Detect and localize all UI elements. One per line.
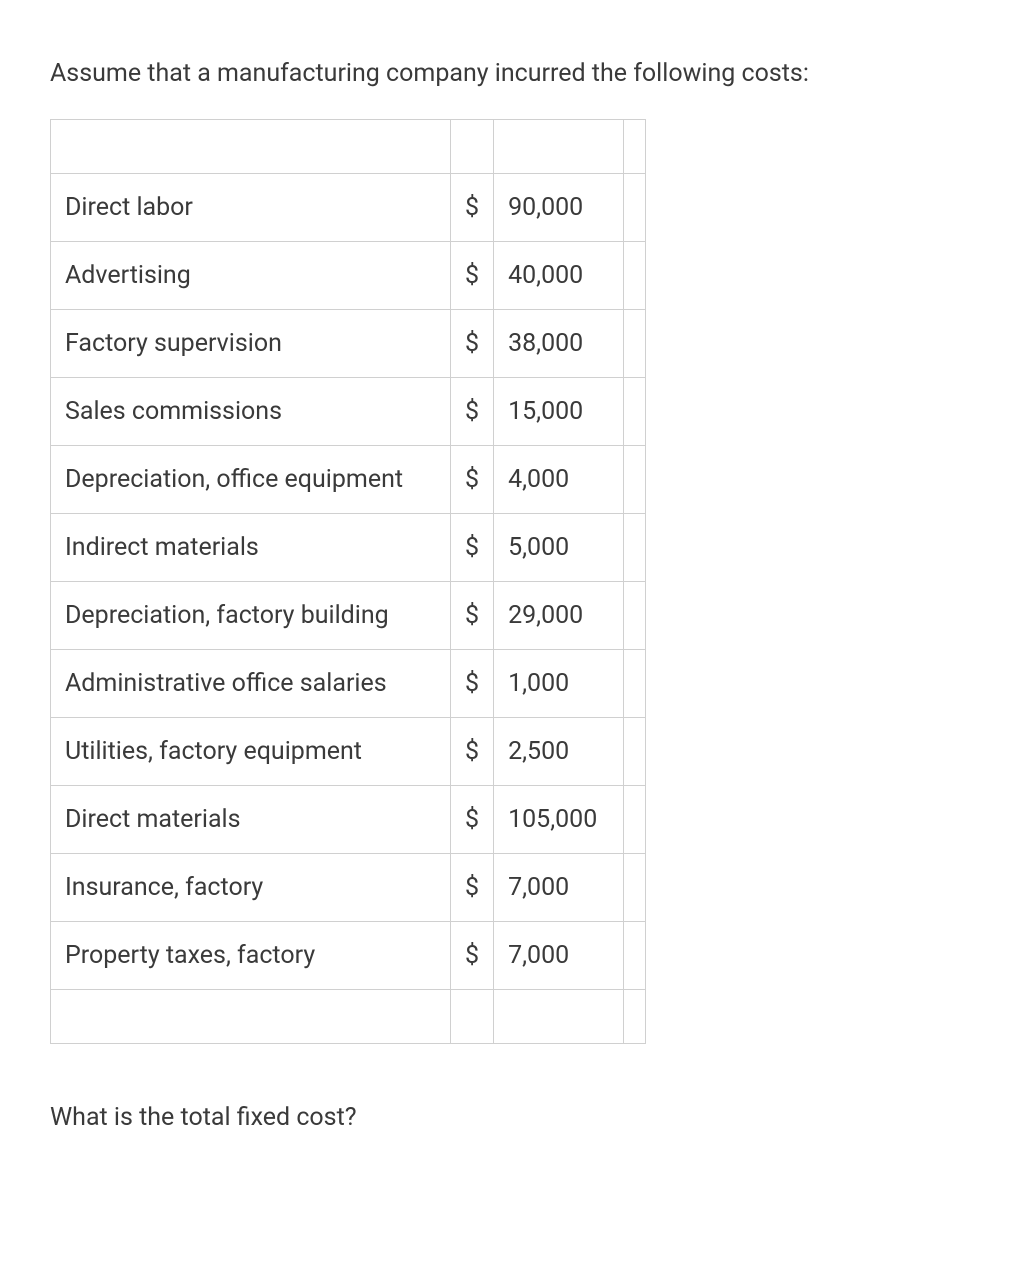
spacer-cell [624, 718, 646, 786]
table-row: Direct materials$105,000 [51, 786, 646, 854]
spacer-cell [624, 922, 646, 990]
empty-cell [624, 120, 646, 174]
currency-symbol: $ [451, 446, 494, 514]
currency-symbol: $ [451, 242, 494, 310]
cost-amount: 29,000 [494, 582, 624, 650]
cost-amount: 1,000 [494, 650, 624, 718]
currency-symbol: $ [451, 514, 494, 582]
table-row: Indirect materials$5,000 [51, 514, 646, 582]
currency-symbol: $ [451, 786, 494, 854]
currency-symbol: $ [451, 378, 494, 446]
cost-label: Direct materials [51, 786, 451, 854]
table-row: Sales commissions$15,000 [51, 378, 646, 446]
empty-cell [51, 990, 451, 1044]
table-row: Direct labor$90,000 [51, 174, 646, 242]
spacer-cell [624, 310, 646, 378]
cost-amount: 2,500 [494, 718, 624, 786]
empty-cell [51, 120, 451, 174]
currency-symbol: $ [451, 650, 494, 718]
cost-amount: 15,000 [494, 378, 624, 446]
table-row: Depreciation, factory building$29,000 [51, 582, 646, 650]
cost-label: Sales commissions [51, 378, 451, 446]
cost-amount: 7,000 [494, 922, 624, 990]
table-row: Insurance, factory$7,000 [51, 854, 646, 922]
currency-symbol: $ [451, 718, 494, 786]
cost-amount: 5,000 [494, 514, 624, 582]
empty-cell [494, 990, 624, 1044]
table-row: Depreciation, office equipment$4,000 [51, 446, 646, 514]
empty-cell [494, 120, 624, 174]
table-row-empty [51, 990, 646, 1044]
table-row: Advertising$40,000 [51, 242, 646, 310]
table-row: Utilities, factory equipment$2,500 [51, 718, 646, 786]
currency-symbol: $ [451, 854, 494, 922]
table-row: Administrative office salaries$1,000 [51, 650, 646, 718]
currency-symbol: $ [451, 174, 494, 242]
cost-label: Administrative office salaries [51, 650, 451, 718]
question-text: What is the total fixed cost? [50, 1100, 976, 1135]
spacer-cell [624, 446, 646, 514]
currency-symbol: $ [451, 582, 494, 650]
cost-amount: 4,000 [494, 446, 624, 514]
currency-symbol: $ [451, 922, 494, 990]
cost-amount: 90,000 [494, 174, 624, 242]
cost-label: Depreciation, factory building [51, 582, 451, 650]
spacer-cell [624, 854, 646, 922]
empty-cell [451, 120, 494, 174]
table-row: Factory supervision$38,000 [51, 310, 646, 378]
costs-table: Direct labor$90,000Advertising$40,000Fac… [50, 119, 646, 1044]
costs-table-body: Direct labor$90,000Advertising$40,000Fac… [51, 120, 646, 1044]
empty-cell [624, 990, 646, 1044]
cost-label: Depreciation, office equipment [51, 446, 451, 514]
spacer-cell [624, 174, 646, 242]
cost-label: Advertising [51, 242, 451, 310]
cost-amount: 105,000 [494, 786, 624, 854]
table-row: Property taxes, factory$7,000 [51, 922, 646, 990]
cost-label: Factory supervision [51, 310, 451, 378]
cost-amount: 7,000 [494, 854, 624, 922]
cost-label: Property taxes, factory [51, 922, 451, 990]
spacer-cell [624, 378, 646, 446]
intro-text: Assume that a manufacturing company incu… [50, 56, 976, 91]
cost-amount: 40,000 [494, 242, 624, 310]
cost-label: Indirect materials [51, 514, 451, 582]
spacer-cell [624, 650, 646, 718]
spacer-cell [624, 242, 646, 310]
spacer-cell [624, 786, 646, 854]
currency-symbol: $ [451, 310, 494, 378]
table-row-empty [51, 120, 646, 174]
cost-label: Insurance, factory [51, 854, 451, 922]
spacer-cell [624, 582, 646, 650]
cost-label: Utilities, factory equipment [51, 718, 451, 786]
cost-amount: 38,000 [494, 310, 624, 378]
cost-label: Direct labor [51, 174, 451, 242]
empty-cell [451, 990, 494, 1044]
spacer-cell [624, 514, 646, 582]
